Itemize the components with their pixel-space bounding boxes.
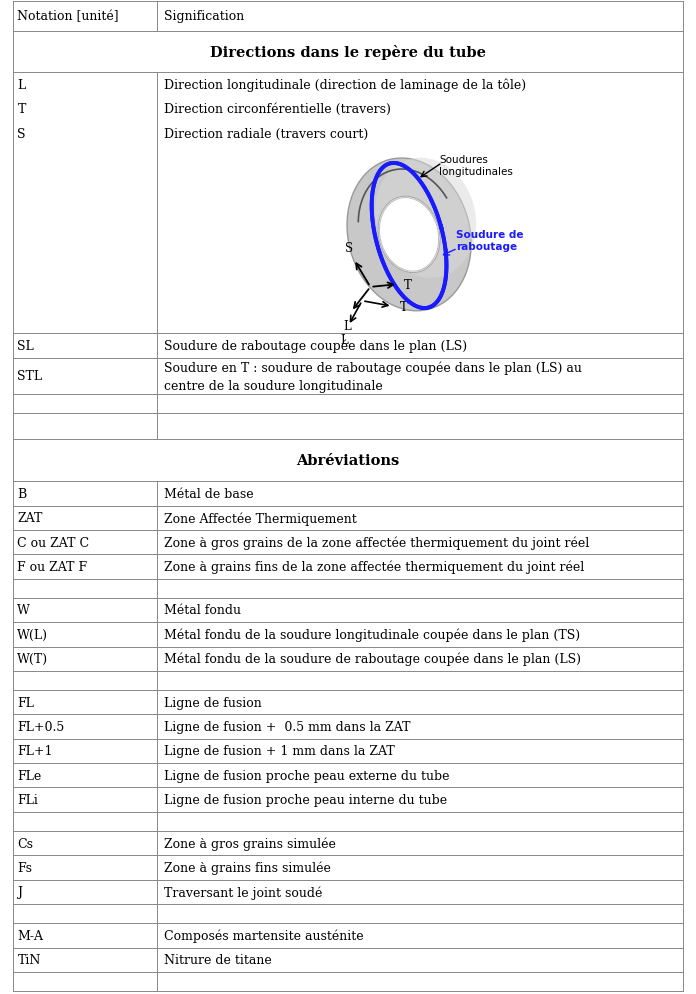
Text: Ligne de fusion + 1 mm dans la ZAT: Ligne de fusion + 1 mm dans la ZAT — [164, 745, 395, 757]
Text: Zone à grains fins simulée: Zone à grains fins simulée — [164, 861, 331, 875]
Text: F ou ZAT F: F ou ZAT F — [17, 561, 88, 574]
Text: Ligne de fusion: Ligne de fusion — [164, 696, 262, 709]
Text: Zone à grains fins de la zone affectée thermiquement du joint réel: Zone à grains fins de la zone affectée t… — [164, 561, 584, 574]
Text: Zone Affectée Thermiquement: Zone Affectée Thermiquement — [164, 512, 356, 525]
Text: Ligne de fusion +  0.5 mm dans la ZAT: Ligne de fusion + 0.5 mm dans la ZAT — [164, 721, 410, 734]
Text: T: T — [17, 103, 26, 116]
Ellipse shape — [375, 158, 476, 278]
Ellipse shape — [347, 159, 471, 311]
Text: TiN: TiN — [17, 953, 41, 966]
Text: T: T — [400, 300, 408, 313]
Text: T: T — [404, 278, 411, 291]
Text: W(T): W(T) — [17, 652, 49, 666]
Text: Soudure de raboutage coupée dans le plan (LS): Soudure de raboutage coupée dans le plan… — [164, 339, 467, 353]
Text: L: L — [17, 79, 26, 91]
Text: Signification: Signification — [164, 10, 244, 23]
Text: Métal fondu de la soudure longitudinale coupée dans le plan (TS): Métal fondu de la soudure longitudinale … — [164, 628, 580, 641]
Text: Soudures
longitudinales: Soudures longitudinales — [439, 155, 514, 177]
Text: Soudure en T : soudure de raboutage coupée dans le plan (LS) au: Soudure en T : soudure de raboutage coup… — [164, 361, 582, 374]
Text: M-A: M-A — [17, 929, 43, 942]
Text: Direction radiale (travers court): Direction radiale (travers court) — [164, 127, 368, 140]
Text: Zone à gros grains simulée: Zone à gros grains simulée — [164, 837, 335, 850]
Text: FL: FL — [17, 696, 34, 709]
Text: Soudure de
raboutage: Soudure de raboutage — [456, 230, 523, 251]
Text: Abréviations: Abréviations — [296, 454, 400, 468]
Text: Traversant le joint soudé: Traversant le joint soudé — [164, 886, 322, 899]
Text: Métal fondu de la soudure de raboutage coupée dans le plan (LS): Métal fondu de la soudure de raboutage c… — [164, 652, 580, 666]
Text: Directions dans le repère du tube: Directions dans le repère du tube — [210, 45, 486, 60]
Text: Cs: Cs — [17, 837, 33, 850]
Text: Direction longitudinale (direction de laminage de la tôle): Direction longitudinale (direction de la… — [164, 79, 526, 92]
Text: FL+1: FL+1 — [17, 745, 53, 757]
Text: Direction circonférentielle (travers): Direction circonférentielle (travers) — [164, 103, 390, 116]
Text: L: L — [343, 320, 351, 333]
Text: Fs: Fs — [17, 861, 33, 874]
Text: FLi: FLi — [17, 793, 38, 806]
Text: FLe: FLe — [17, 769, 42, 782]
Text: Notation [unité]: Notation [unité] — [17, 10, 119, 23]
Text: S: S — [345, 242, 354, 254]
Text: centre de la soudure longitudinale: centre de la soudure longitudinale — [164, 379, 383, 393]
Ellipse shape — [379, 199, 438, 272]
Text: Zone à gros grains de la zone affectée thermiquement du joint réel: Zone à gros grains de la zone affectée t… — [164, 536, 589, 550]
Text: Ligne de fusion proche peau externe du tube: Ligne de fusion proche peau externe du t… — [164, 769, 449, 782]
Text: B: B — [17, 487, 26, 500]
Text: STL: STL — [17, 370, 42, 383]
Text: Métal fondu: Métal fondu — [164, 604, 241, 617]
Text: S: S — [17, 127, 26, 140]
Text: W: W — [17, 604, 30, 617]
Ellipse shape — [378, 197, 440, 273]
Text: W(L): W(L) — [17, 628, 49, 641]
Text: Nitrure de titane: Nitrure de titane — [164, 953, 271, 966]
Text: ZAT: ZAT — [17, 512, 42, 525]
Text: SL: SL — [17, 340, 34, 353]
Text: C ou ZAT C: C ou ZAT C — [17, 536, 90, 549]
Text: FL+0.5: FL+0.5 — [17, 721, 65, 734]
Text: L: L — [340, 333, 348, 347]
Text: Ligne de fusion proche peau interne du tube: Ligne de fusion proche peau interne du t… — [164, 793, 447, 806]
Text: J: J — [17, 886, 22, 899]
Text: Composés martensite austénite: Composés martensite austénite — [164, 928, 363, 942]
Text: Métal de base: Métal de base — [164, 487, 253, 500]
